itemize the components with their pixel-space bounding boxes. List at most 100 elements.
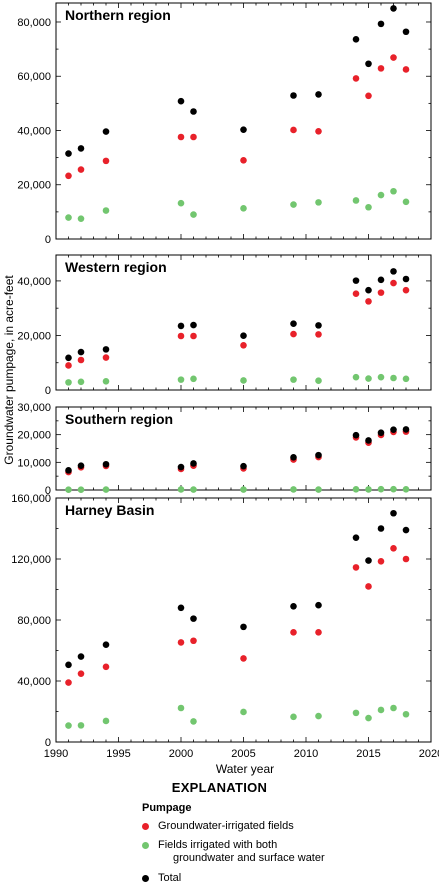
point-both <box>77 378 85 386</box>
point-both <box>177 376 185 383</box>
point-total <box>402 275 410 283</box>
point-both <box>390 187 397 195</box>
point-total <box>290 92 297 99</box>
point-groundwater <box>377 289 385 296</box>
point-total <box>390 426 397 433</box>
point-groundwater <box>365 298 372 305</box>
point-both <box>290 201 297 208</box>
panel-title: Northern region <box>65 7 171 23</box>
panel-frame <box>55 497 432 743</box>
legend-label-groundwater: Groundwater-irrigated fields <box>158 820 294 832</box>
point-total <box>377 525 385 532</box>
point-both <box>177 199 185 207</box>
panel-2: 0 10,000 20,000 30,000 Southern region <box>17 402 432 497</box>
y-tick-label: 160,000 <box>11 493 51 505</box>
panel-title: Western region <box>65 259 167 275</box>
point-groundwater <box>315 331 322 338</box>
legend-marker-total <box>142 875 149 882</box>
point-both <box>315 712 322 720</box>
point-total <box>77 653 85 660</box>
point-total <box>190 321 197 329</box>
point-groundwater <box>390 279 397 287</box>
point-both <box>190 375 197 383</box>
point-total <box>177 463 185 471</box>
point-total <box>65 150 72 157</box>
x-tick-label: 2000 <box>169 748 193 760</box>
point-both <box>65 214 72 221</box>
y-tick-label: 40,000 <box>17 276 51 288</box>
point-total <box>240 462 247 470</box>
point-groundwater <box>290 629 297 636</box>
point-total <box>365 437 372 444</box>
point-total <box>315 451 322 459</box>
y-tick-label: 40,000 <box>17 676 51 688</box>
point-groundwater <box>77 670 85 677</box>
point-both <box>365 714 372 722</box>
y-axis-label: Groundwater pumpage, in acre-feet <box>2 275 16 465</box>
point-both <box>377 706 385 714</box>
explanation-title: EXPLANATION <box>171 780 268 795</box>
point-both <box>190 211 197 218</box>
point-total <box>177 97 185 105</box>
point-groundwater <box>402 555 410 563</box>
explanation-subtitle: Pumpage <box>142 802 192 814</box>
y-tick-label: 40,000 <box>17 125 51 137</box>
y-tick-label: 0 <box>45 385 51 397</box>
point-total <box>102 128 110 135</box>
x-tick-label: 1990 <box>44 748 68 760</box>
point-groundwater <box>402 286 410 294</box>
point-total <box>315 601 322 609</box>
point-total <box>352 431 360 439</box>
point-both <box>402 486 410 493</box>
point-total <box>240 126 247 133</box>
y-tick-label: 20,000 <box>17 330 51 342</box>
point-groundwater <box>77 356 85 364</box>
y-tick-label: 20,000 <box>17 180 51 192</box>
point-total <box>377 276 385 284</box>
point-groundwater <box>352 290 360 298</box>
x-tick-label: 2015 <box>356 748 380 760</box>
point-total <box>190 460 197 467</box>
panel-3: 0 40,000 80,000 120,000 160,000 Harney Basin <box>11 493 432 749</box>
point-both <box>77 215 85 222</box>
point-both <box>352 486 360 493</box>
y-tick-label: 0 <box>45 485 51 497</box>
point-total <box>315 322 322 329</box>
point-total <box>390 509 397 517</box>
point-groundwater <box>377 65 385 72</box>
chart: 0 20,000 40,000 60,000 80,000 Northern region… <box>2 2 439 776</box>
point-groundwater <box>102 663 110 671</box>
point-groundwater <box>65 679 72 686</box>
point-groundwater <box>240 157 247 164</box>
point-total <box>290 602 297 610</box>
point-total <box>377 20 385 28</box>
point-both <box>102 717 110 725</box>
point-total <box>77 145 85 152</box>
point-both <box>240 486 247 493</box>
point-both <box>377 485 385 493</box>
point-groundwater <box>402 66 410 73</box>
point-both <box>240 205 247 212</box>
point-total <box>102 346 110 353</box>
y-tick-label: 10,000 <box>17 457 51 469</box>
point-groundwater <box>365 92 372 100</box>
legend-label-both: Fields irrigated with both <box>158 839 278 851</box>
y-tick-label: 30,000 <box>17 402 51 414</box>
point-both <box>102 207 110 214</box>
point-both <box>315 486 322 493</box>
point-groundwater <box>102 354 110 361</box>
point-groundwater <box>190 133 197 141</box>
point-both <box>402 710 410 718</box>
point-groundwater <box>177 133 185 141</box>
point-both <box>65 722 72 729</box>
point-both <box>177 704 185 712</box>
point-total <box>65 661 72 669</box>
point-groundwater <box>352 75 360 82</box>
point-total <box>65 467 72 474</box>
point-total <box>352 277 360 284</box>
point-both <box>365 203 372 211</box>
point-total <box>102 460 110 468</box>
point-total <box>402 28 410 36</box>
point-both <box>77 486 85 494</box>
point-groundwater <box>190 332 197 340</box>
